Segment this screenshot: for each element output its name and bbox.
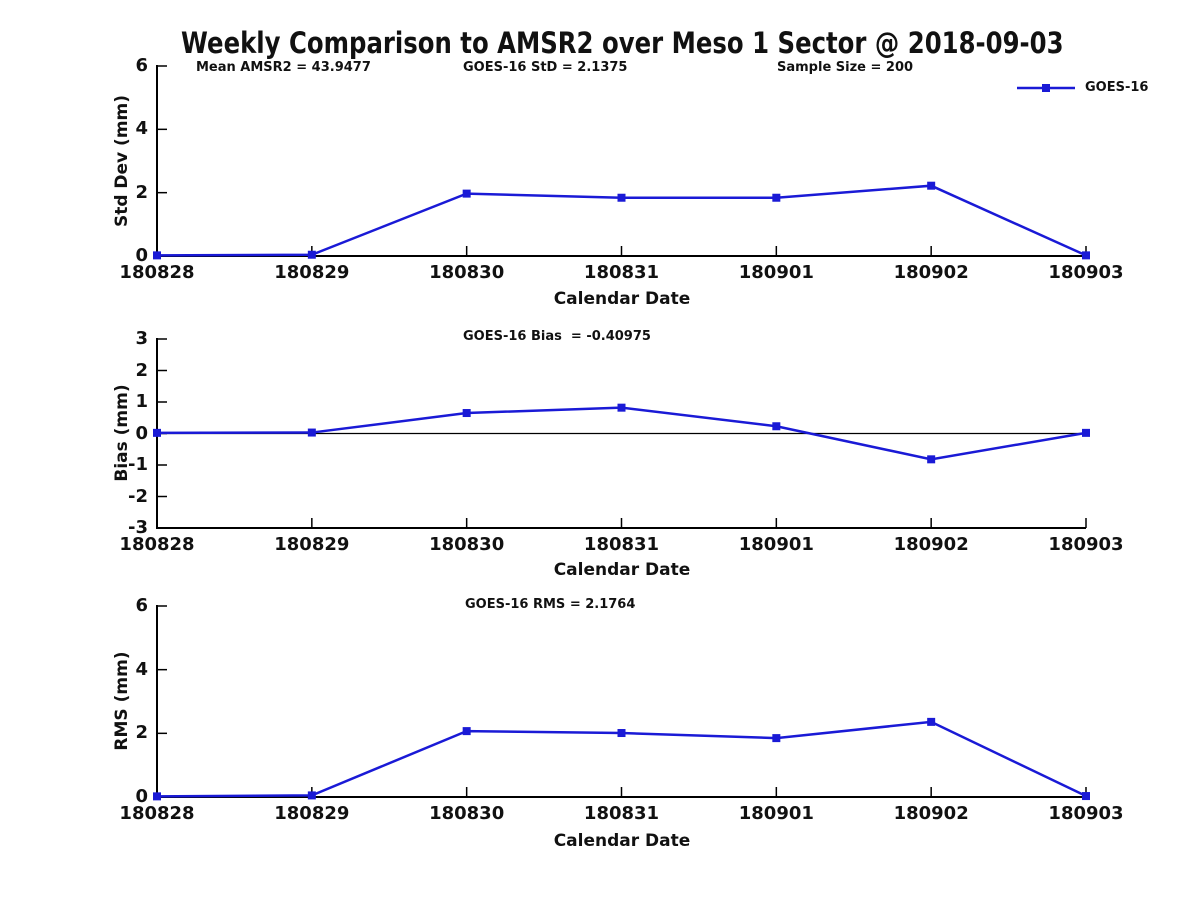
x-tick-label: 180903	[1048, 534, 1124, 555]
x-tick-label: 180831	[583, 803, 660, 824]
data-point-marker	[927, 717, 936, 726]
data-point-marker	[927, 181, 936, 190]
data-point-marker	[307, 428, 316, 437]
x-tick-label: 180902	[893, 803, 969, 824]
x-tick-label: 180901	[738, 262, 814, 283]
x-tick-label: 180828	[119, 803, 195, 824]
data-point-marker	[153, 251, 161, 260]
x-tick-label: 180902	[893, 534, 969, 555]
data-point-marker	[462, 189, 471, 198]
y-tick-label: 0	[135, 245, 148, 266]
data-point-marker	[1082, 251, 1090, 260]
y-tick-label: 0	[135, 786, 148, 807]
x-axis-label-calendar-date: Calendar Date	[553, 560, 691, 580]
legend-line-marker-icon	[1017, 83, 1075, 92]
y-tick-label: 2	[135, 359, 148, 381]
series-line	[156, 406, 1087, 461]
y-tick-label: -3	[128, 517, 148, 538]
x-tick-label: 180828	[119, 534, 195, 555]
y-tick-label: 0	[135, 422, 148, 444]
x-tick-label: 180902	[893, 262, 969, 283]
plot-canvas-std-dev	[153, 65, 1090, 260]
x-tick-label: 180903	[1048, 262, 1124, 283]
y-tick-label: 2	[135, 722, 148, 744]
data-point-marker	[772, 193, 781, 202]
x-tick-label: 180830	[429, 262, 505, 283]
page-title-text: Weekly Comparison to AMSR2 over Meso 1 S…	[180, 26, 1064, 60]
y-tick-label: 6	[135, 595, 148, 616]
y-axis-label-std-dev: Std Dev (mm)	[112, 94, 132, 228]
data-point-marker	[153, 792, 161, 801]
series-line	[156, 720, 1087, 798]
y-tick-label: 4	[135, 118, 148, 140]
data-point-marker	[617, 729, 626, 738]
data-point-marker	[462, 409, 471, 418]
data-point-marker	[617, 193, 626, 202]
x-tick-label: 180829	[274, 803, 350, 824]
plot-canvas-bias	[153, 338, 1090, 529]
x-tick-label: 180831	[583, 534, 660, 555]
data-point-marker	[772, 422, 781, 431]
data-point-marker	[1082, 792, 1090, 801]
data-point-marker	[307, 250, 316, 259]
data-point-marker	[927, 455, 936, 464]
annotation-goes16-std: GOES-16 StD = 2.1375	[463, 60, 628, 75]
x-tick-label: 180831	[583, 262, 660, 283]
y-tick-label: -2	[128, 485, 148, 507]
legend-label: GOES-16	[1085, 80, 1149, 95]
annotation-sample-size: Sample Size = 200	[777, 60, 914, 75]
x-tick-label: 180829	[274, 534, 350, 555]
y-tick-label: 6	[135, 55, 148, 76]
data-point-marker	[462, 727, 471, 736]
data-point-marker	[153, 428, 161, 437]
data-point-marker	[772, 734, 781, 743]
x-tick-label: 180901	[738, 803, 814, 824]
data-point-marker	[1082, 428, 1090, 437]
x-axis-label-calendar-date: Calendar Date	[553, 289, 691, 309]
y-tick-label: 1	[135, 391, 148, 412]
series-line	[156, 184, 1087, 257]
plot-canvas-rms	[153, 605, 1090, 801]
data-point-marker	[307, 791, 316, 800]
y-tick-label: 4	[135, 658, 148, 680]
y-axis-label-bias: Bias (mm)	[112, 384, 132, 482]
x-tick-label: 180830	[429, 534, 505, 555]
x-tick-label: 180903	[1048, 803, 1124, 824]
x-tick-label: 180901	[738, 534, 814, 555]
y-tick-label: 2	[135, 181, 148, 203]
x-axis-label-calendar-date: Calendar Date	[553, 831, 691, 851]
legend: GOES-16	[1015, 80, 1148, 95]
annotation-goes16-bias: GOES-16 Bias = -0.40975	[463, 329, 651, 344]
x-tick-label: 180828	[119, 262, 195, 283]
x-tick-label: 180829	[274, 262, 350, 283]
y-tick-label: -1	[128, 454, 148, 475]
annotation-goes16-rms: GOES-16 RMS = 2.1764	[465, 597, 636, 612]
data-point-marker	[617, 403, 626, 412]
annotation-mean-amsr2: Mean AMSR2 = 43.9477	[196, 60, 371, 75]
y-tick-label: 3	[135, 328, 148, 349]
y-axis-label-rms: RMS (mm)	[112, 651, 132, 751]
x-tick-label: 180830	[429, 803, 505, 824]
page-title: Weekly Comparison to AMSR2 over Meso 1 S…	[22, 28, 1200, 58]
